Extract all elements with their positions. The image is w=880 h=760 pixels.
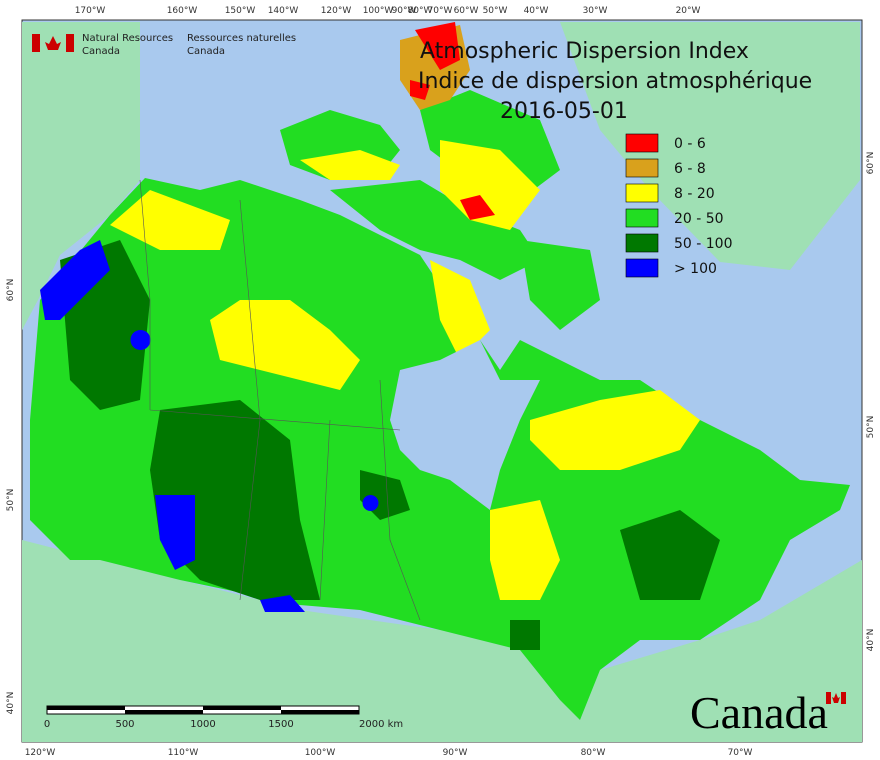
low-dispersion (110, 190, 700, 600)
legend-label: > 100 (674, 261, 717, 277)
graticule-label: 80°W (581, 748, 606, 758)
graticule-label: 140°W (268, 6, 299, 16)
scale-seg (47, 706, 125, 710)
very-high-dispersion (40, 240, 379, 612)
legend: 0 - 6 6 - 8 8 - 20 20 - 50 50 - 100 > 100 (625, 133, 733, 278)
scale-label: 500 (115, 719, 134, 730)
legend-swatch (625, 133, 659, 153)
graticule-label: 20°W (676, 6, 701, 16)
graticule-label: 120°W (25, 748, 56, 758)
graticule-label: 50°N (866, 416, 876, 439)
title: Atmospheric Dispersion Index (420, 39, 749, 64)
graticule-label: 120°W (321, 6, 352, 16)
graticule-label: 160°W (167, 6, 198, 16)
poor-dispersion (410, 22, 495, 220)
scale-seg (125, 710, 203, 714)
graticule-label: 90°W (392, 6, 417, 16)
graticule-label: 100°W (305, 748, 336, 758)
graticule-label: 100°W (363, 6, 394, 16)
legend-label: 50 - 100 (674, 236, 733, 252)
scale-label: 2000 km (359, 719, 403, 730)
legend-swatch (625, 183, 659, 203)
legend-label: 8 - 20 (674, 186, 715, 202)
graticule: 170°W 160°W 150°W 140°W 120°W 100°W90°W80°W70… (6, 6, 876, 758)
maple-leaf (45, 36, 61, 50)
graticule-label: 70°W (728, 748, 753, 758)
agency-fr: Ressources naturelles (187, 33, 296, 44)
graticule-label: 50°N (6, 489, 16, 512)
date: 2016-05-01 (500, 99, 628, 124)
scale-labels: 0 500 1000 1500 2000 km (44, 719, 403, 730)
scale-seg (281, 710, 359, 714)
graticule-label: 30°W (583, 6, 608, 16)
legend-swatch (625, 233, 659, 253)
graticule-label: 40°N (866, 629, 876, 652)
graticule-label: 110°W (168, 748, 199, 758)
wordmark-flag (826, 692, 846, 704)
greenland (560, 22, 860, 270)
graticule-label: 60°N (6, 279, 16, 302)
flag-bar (841, 692, 846, 704)
agency-en: Canada (82, 46, 120, 57)
graticule-label: 70°W (428, 6, 453, 16)
legend-label: 20 - 50 (674, 211, 724, 227)
scale-seg (203, 706, 281, 710)
graticule-label: 80°W (408, 6, 433, 16)
title: Indice de dispersion atmosphérique (418, 69, 812, 94)
legend-label: 6 - 8 (674, 161, 706, 177)
legend-label: 0 - 6 (674, 136, 706, 152)
flag-bar (66, 34, 74, 52)
graticule-label: 150°W (225, 6, 256, 16)
graticule-label: 90°W (443, 748, 468, 758)
flag-bar (826, 692, 831, 704)
wordmark: Canada (690, 687, 828, 738)
scale-label: 1000 (190, 719, 215, 730)
alaska (22, 22, 140, 330)
graticule-label: 170°W (75, 6, 106, 16)
legend-swatch (625, 258, 659, 278)
scale-label: 0 (44, 719, 50, 730)
flag-bar (32, 34, 40, 52)
legend-swatch (625, 208, 659, 228)
scale-label: 1500 (268, 719, 293, 730)
agency-fr: Canada (187, 46, 225, 57)
usa (22, 540, 862, 742)
hudson-bay (390, 340, 540, 510)
high-dispersion (60, 240, 720, 650)
maple-leaf (832, 693, 840, 703)
agency: Natural Resources Canada Ressources natu… (32, 33, 296, 57)
agency-en: Natural Resources (82, 33, 173, 44)
graticule-label: 60°W (454, 6, 479, 16)
graticule-label: 60°N (866, 152, 876, 175)
scale-bar (46, 705, 360, 715)
graticule-label: 50°W (483, 6, 508, 16)
legend-swatch (625, 158, 659, 178)
graticule-label: 40°W (524, 6, 549, 16)
borders (139, 179, 421, 621)
graticule-label: 40°N (6, 692, 16, 715)
